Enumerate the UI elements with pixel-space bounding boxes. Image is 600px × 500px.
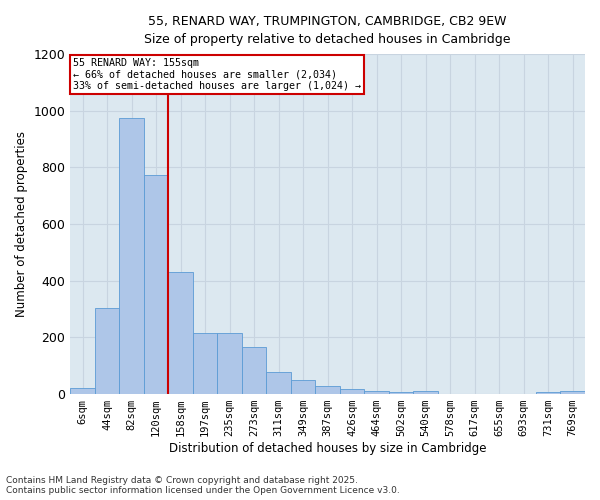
Bar	[536, 392, 560, 394]
Bar	[169, 272, 193, 394]
Bar	[340, 389, 364, 394]
Bar	[217, 333, 242, 394]
Text: 55 RENARD WAY: 155sqm
← 66% of detached houses are smaller (2,034)
33% of semi-d: 55 RENARD WAY: 155sqm ← 66% of detached …	[73, 58, 361, 90]
Bar	[70, 388, 95, 394]
Bar	[364, 392, 389, 394]
Bar	[95, 308, 119, 394]
Title: 55, RENARD WAY, TRUMPINGTON, CAMBRIDGE, CB2 9EW
Size of property relative to det: 55, RENARD WAY, TRUMPINGTON, CAMBRIDGE, …	[145, 15, 511, 46]
Bar	[291, 380, 316, 394]
Bar	[316, 386, 340, 394]
Text: Contains HM Land Registry data © Crown copyright and database right 2025.
Contai: Contains HM Land Registry data © Crown c…	[6, 476, 400, 495]
Bar	[560, 390, 585, 394]
Bar	[413, 392, 438, 394]
Bar	[119, 118, 144, 394]
Bar	[389, 392, 413, 394]
Bar	[266, 372, 291, 394]
Bar	[144, 174, 169, 394]
Bar	[193, 333, 217, 394]
X-axis label: Distribution of detached houses by size in Cambridge: Distribution of detached houses by size …	[169, 442, 487, 455]
Bar	[242, 348, 266, 394]
Y-axis label: Number of detached properties: Number of detached properties	[15, 131, 28, 317]
